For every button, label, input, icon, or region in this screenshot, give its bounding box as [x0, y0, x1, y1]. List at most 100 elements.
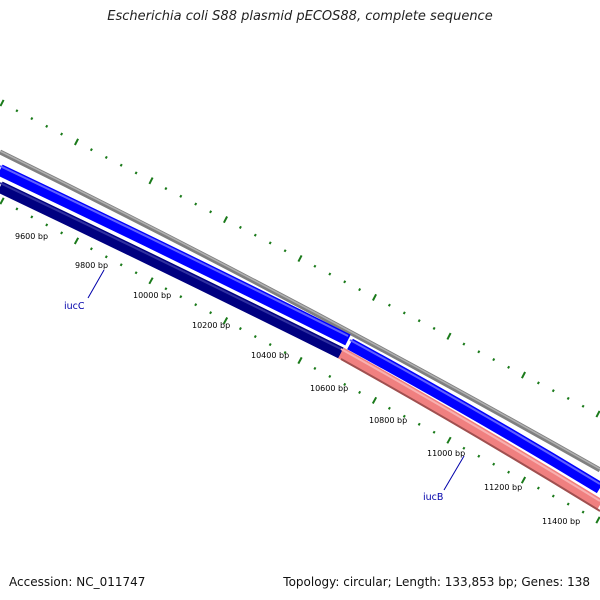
bp-label: 9600 bp	[15, 232, 48, 241]
inner-tick-marks	[0, 197, 600, 524]
outer-tick	[343, 280, 347, 284]
inner-tick	[328, 374, 332, 378]
outer-tick	[566, 396, 570, 400]
iucB-leader	[443, 455, 465, 491]
inner-tick	[492, 462, 496, 466]
outer-tick	[358, 288, 362, 292]
inner-tick	[313, 366, 317, 370]
inner-tick	[462, 446, 466, 450]
inner-tick	[358, 390, 362, 394]
outer-tick	[432, 326, 436, 330]
inner-tick	[343, 382, 347, 386]
inner-tick	[73, 237, 80, 245]
bp-label: 10600 bp	[310, 384, 348, 393]
inner-tick	[268, 343, 272, 347]
inner-tick	[566, 502, 570, 506]
inner-tick	[283, 351, 287, 355]
outer-tick	[104, 155, 108, 159]
inner-tick	[477, 454, 481, 458]
map-title: Escherichia coli S88 plasmid pECOS88, co…	[107, 9, 493, 24]
outer-tick	[268, 241, 272, 245]
outer-tick	[253, 233, 257, 237]
inner-tick	[536, 486, 540, 490]
inner-tick	[595, 516, 600, 524]
outer-tick	[297, 254, 303, 263]
outer-tick	[521, 371, 526, 379]
inner-tick	[387, 406, 391, 410]
gene-reverse-iucC-sheen	[0, 182, 342, 350]
inner-tick	[179, 295, 183, 299]
inner-tick	[432, 430, 436, 434]
accession-label: Accession: NC_011747	[9, 575, 146, 589]
outer-tick	[164, 187, 168, 191]
outer-tick	[223, 216, 228, 224]
gene-forward-next-sheen	[349, 339, 600, 485]
gene-label-iucC[interactable]: iucC	[64, 301, 85, 312]
inner-tick	[507, 470, 511, 474]
inner-tick	[134, 271, 138, 275]
outer-tick	[581, 404, 585, 408]
gene-reverse-iucB-edge	[340, 358, 600, 512]
outer-tick	[477, 350, 481, 354]
outer-tick	[446, 332, 452, 340]
inner-tick	[551, 494, 555, 498]
gene-forward-iucC-sheen	[0, 165, 349, 337]
outer-tick	[148, 177, 154, 185]
outer-tick	[74, 138, 79, 146]
outer-tick	[328, 272, 332, 276]
inner-tick	[297, 356, 303, 365]
outer-tick	[372, 293, 377, 301]
inner-tick	[164, 287, 168, 291]
outer-tick	[402, 311, 406, 315]
inner-tick	[194, 303, 198, 307]
inner-tick	[89, 247, 93, 251]
outer-tick	[60, 132, 64, 136]
backbone-line	[0, 149, 600, 473]
inner-tick	[104, 255, 108, 259]
bp-label: 10800 bp	[369, 416, 407, 425]
bp-label: 11000 bp	[427, 449, 465, 458]
inner-tick	[371, 396, 378, 404]
outer-tick	[551, 389, 555, 393]
gene-forward-iucC	[0, 164, 351, 346]
outer-tick	[15, 109, 19, 113]
outer-tick	[387, 303, 391, 307]
summary-label: Topology: circular; Length: 133,853 bp; …	[283, 575, 590, 589]
gene-label-iucB[interactable]: iucB	[423, 492, 443, 503]
backbone-highlight	[0, 150, 600, 470]
inner-tick	[0, 197, 5, 205]
outer-tick	[462, 342, 466, 346]
inner-tick	[148, 277, 154, 285]
inner-tick	[45, 223, 49, 227]
outer-tick	[283, 249, 287, 253]
bp-label: 10200 bp	[192, 321, 230, 330]
outer-tick	[119, 163, 123, 167]
inner-tick	[446, 436, 452, 444]
inner-tick	[253, 335, 257, 339]
outer-tick	[45, 124, 49, 128]
bp-label: 11400 bp	[542, 517, 580, 526]
gene-reverse-iucB	[338, 347, 600, 511]
bp-label: 9800 bp	[75, 261, 108, 270]
gene-forward-next	[347, 338, 600, 494]
inner-tick	[30, 215, 34, 219]
outer-tick	[134, 171, 138, 175]
inner-tick	[15, 207, 19, 211]
outer-tick	[30, 117, 34, 121]
bp-label: 10400 bp	[251, 351, 289, 360]
outer-tick	[179, 194, 183, 198]
bp-scale-labels: 9600 bp 9800 bp 10000 bp 10200 bp 10400 bp 10…	[15, 232, 580, 526]
inner-tick	[520, 476, 527, 484]
iucC-leader	[87, 269, 105, 299]
inner-tick	[222, 317, 229, 325]
outer-tick	[507, 365, 511, 369]
inner-tick	[402, 414, 406, 418]
outer-tick	[0, 99, 5, 107]
outer-tick-marks	[0, 99, 600, 418]
outer-tick	[194, 202, 198, 206]
outer-tick	[313, 264, 317, 268]
outer-tick	[595, 410, 600, 418]
outer-tick	[209, 210, 213, 214]
bp-label: 11200 bp	[484, 483, 522, 492]
